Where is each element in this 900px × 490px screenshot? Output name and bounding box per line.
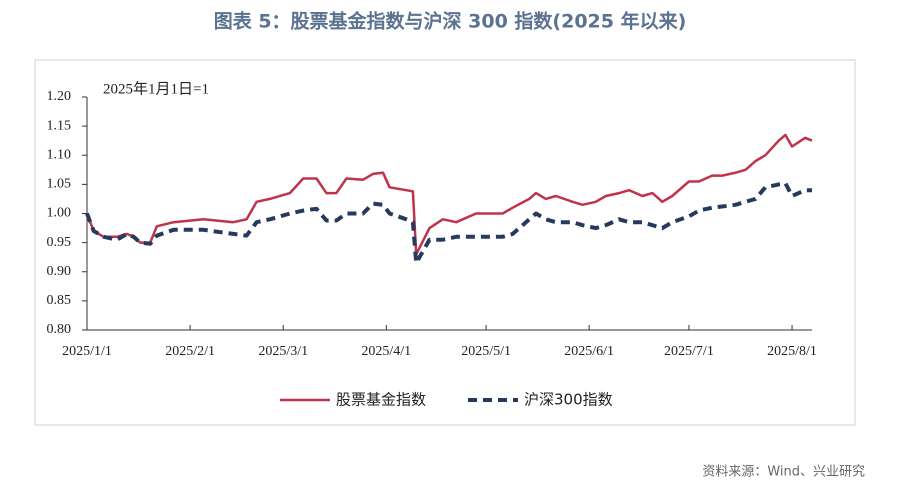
y-tick-label: 1.15	[47, 118, 72, 133]
y-tick-label: 0.85	[47, 293, 72, 308]
y-tick-label: 1.20	[47, 89, 72, 104]
y-tick-label: 0.90	[47, 264, 72, 279]
source: 资料来源：Wind、兴业研究	[702, 465, 865, 480]
legend-label: 股票基金指数	[336, 391, 426, 409]
x-tick-label: 2025/7/1	[664, 344, 714, 359]
x-tick-label: 2025/5/1	[461, 344, 511, 359]
x-tick-label: 2025/2/1	[165, 344, 215, 359]
chart-title: 图表 5：股票基金指数与沪深 300 指数(2025 年以来)	[214, 10, 687, 33]
y-tick-label: 1.00	[47, 206, 72, 221]
y-tick-label: 1.10	[47, 147, 72, 162]
series-line	[85, 181, 812, 265]
x-tick-label: 2025/8/1	[767, 344, 817, 359]
chart-frame	[34, 59, 856, 426]
y-tick-label: 0.95	[47, 235, 72, 250]
legend-label: 沪深300指数	[524, 391, 613, 409]
x-tick-label: 2025/6/1	[564, 344, 614, 359]
x-tick-label: 2025/1/1	[62, 344, 112, 359]
y-tick-label: 0.80	[47, 322, 72, 337]
y-tick-label: 1.05	[47, 177, 72, 192]
annotation: 2025年1月1日=1	[103, 80, 209, 97]
x-tick-label: 2025/4/1	[361, 344, 411, 359]
series-line	[85, 133, 813, 256]
x-tick-label: 2025/3/1	[258, 344, 308, 359]
